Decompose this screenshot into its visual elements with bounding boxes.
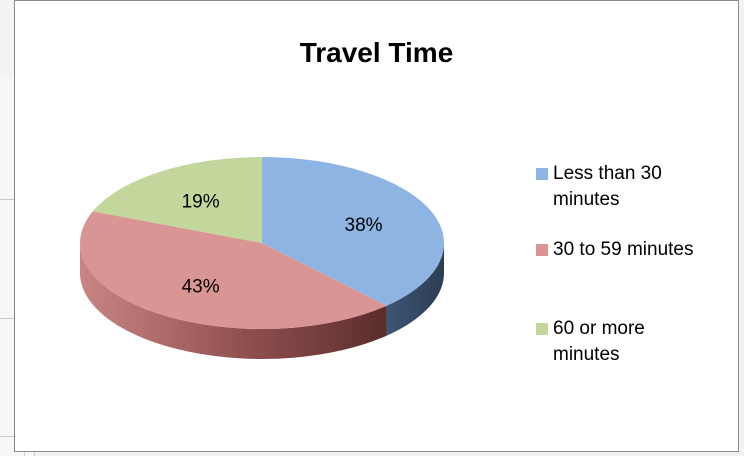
legend-swatch-red — [536, 244, 548, 256]
pie-data-label: 38% — [345, 215, 383, 236]
pie-slice — [79, 211, 387, 330]
pie-group: 38% 43% 19% — [79, 157, 445, 360]
pie-data-label: 43% — [182, 277, 220, 298]
chart-area[interactable]: Travel Time 38% 43% 19% Less than 30 minut… — [14, 0, 739, 452]
legend-label: 30 to 59 minutes — [553, 239, 694, 260]
pie-slice — [92, 157, 263, 243]
legend-swatch-blue — [536, 168, 548, 180]
chart-title: Travel Time — [299, 37, 454, 68]
legend-swatch-green — [536, 323, 548, 335]
pie-data-label: 19% — [182, 191, 220, 212]
pie-slice-side — [80, 243, 387, 360]
pie-chart: 38% 43% 19% — [79, 157, 445, 360]
legend-label: Less than 30 — [553, 163, 662, 184]
pie-slice-side — [386, 243, 445, 336]
legend-label: minutes — [553, 344, 620, 365]
legend-label: 60 or more — [553, 318, 645, 339]
legend-label: minutes — [553, 189, 620, 210]
pie-slice — [262, 157, 445, 306]
